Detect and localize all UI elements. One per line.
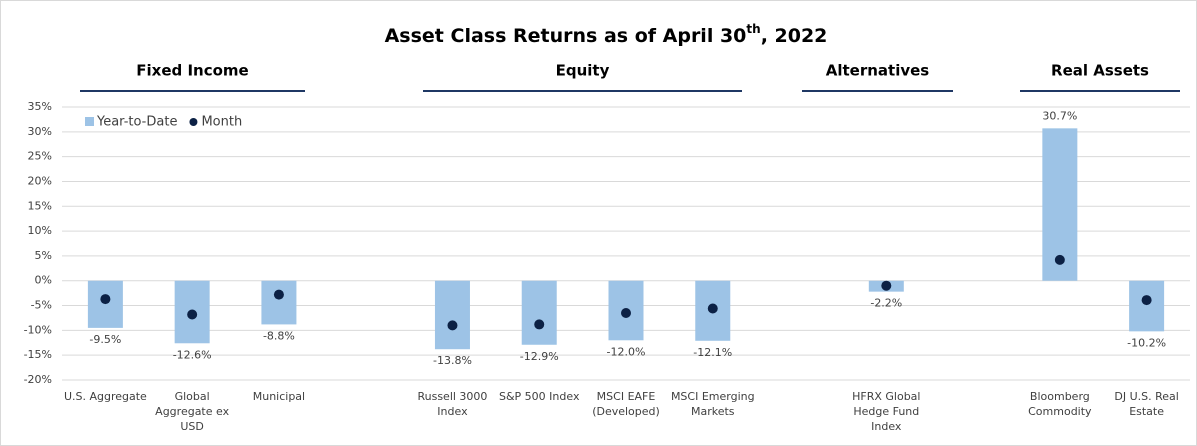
y-tick-label: 5% bbox=[35, 249, 52, 262]
y-tick-label: 15% bbox=[28, 199, 52, 212]
x-tick-label: MSCI Emerging Markets bbox=[670, 390, 755, 418]
y-tick-label: 25% bbox=[28, 150, 52, 163]
group-header: Alternatives bbox=[826, 62, 930, 80]
dot bbox=[100, 294, 111, 305]
title-text: Asset Class Returns as of April 30 bbox=[385, 25, 747, 47]
legend-label: Year-to-Date bbox=[96, 115, 177, 130]
dot bbox=[621, 307, 631, 318]
dot bbox=[534, 319, 545, 330]
data-label: -12.9% bbox=[520, 350, 559, 363]
x-tick-label: Global Aggregate ex USD bbox=[155, 390, 230, 433]
chart-title: Asset Class Returns as of April 30th, 20… bbox=[385, 22, 828, 47]
x-tick-label: MSCI EAFE (Developed) bbox=[592, 390, 660, 418]
data-label: -12.1% bbox=[693, 346, 732, 359]
legend-swatch bbox=[85, 117, 94, 126]
x-tick-label: S&P 500 Index bbox=[498, 390, 580, 403]
data-label: 30.7% bbox=[1042, 109, 1077, 122]
dot bbox=[1141, 295, 1152, 306]
dot bbox=[881, 280, 892, 291]
dot bbox=[273, 289, 284, 300]
y-tick-label: 35% bbox=[28, 100, 52, 113]
y-tick-label: -10% bbox=[24, 323, 52, 336]
data-label: -9.5% bbox=[89, 333, 121, 346]
dot bbox=[1054, 254, 1065, 265]
bar bbox=[87, 280, 123, 328]
bar bbox=[434, 280, 470, 350]
x-tick-label: HFRX Global Hedge Fund Index bbox=[852, 390, 921, 433]
x-tick-label: DJ U.S. Real Estate bbox=[1114, 390, 1179, 418]
bar bbox=[521, 280, 557, 345]
group-header: Equity bbox=[556, 62, 610, 80]
y-tick-label: -15% bbox=[24, 348, 52, 361]
y-tick-label: 20% bbox=[28, 174, 52, 187]
data-label: -10.2% bbox=[1127, 336, 1166, 349]
group-header: Real Assets bbox=[1051, 62, 1149, 80]
x-tick-label: Russell 3000 Index bbox=[417, 390, 488, 418]
bar bbox=[261, 280, 297, 325]
data-label: -2.2% bbox=[870, 297, 902, 310]
y-tick-label: 30% bbox=[28, 125, 52, 138]
legend-label: Month bbox=[201, 115, 242, 130]
data-label: -13.8% bbox=[433, 354, 472, 367]
x-tick-label: U.S. Aggregate bbox=[63, 390, 147, 403]
bar bbox=[1129, 280, 1165, 332]
dot bbox=[447, 320, 458, 331]
y-tick-label: 10% bbox=[28, 224, 52, 237]
y-tick-label: 0% bbox=[35, 274, 52, 287]
group-header: Fixed Income bbox=[136, 62, 248, 80]
y-tick-label: -20% bbox=[24, 373, 52, 386]
title-superscript: th bbox=[746, 22, 760, 36]
dot bbox=[187, 309, 198, 320]
legend-swatch bbox=[189, 118, 198, 126]
x-tick-label: Bloomberg Commodity bbox=[1028, 390, 1092, 418]
data-label: -12.0% bbox=[607, 345, 646, 358]
dot bbox=[707, 303, 718, 314]
x-tick-label: Municipal bbox=[252, 390, 306, 403]
data-label: -12.6% bbox=[173, 348, 212, 361]
data-label: -8.8% bbox=[263, 329, 295, 342]
title-text: , 2022 bbox=[761, 25, 828, 47]
y-tick-label: -5% bbox=[31, 299, 52, 312]
